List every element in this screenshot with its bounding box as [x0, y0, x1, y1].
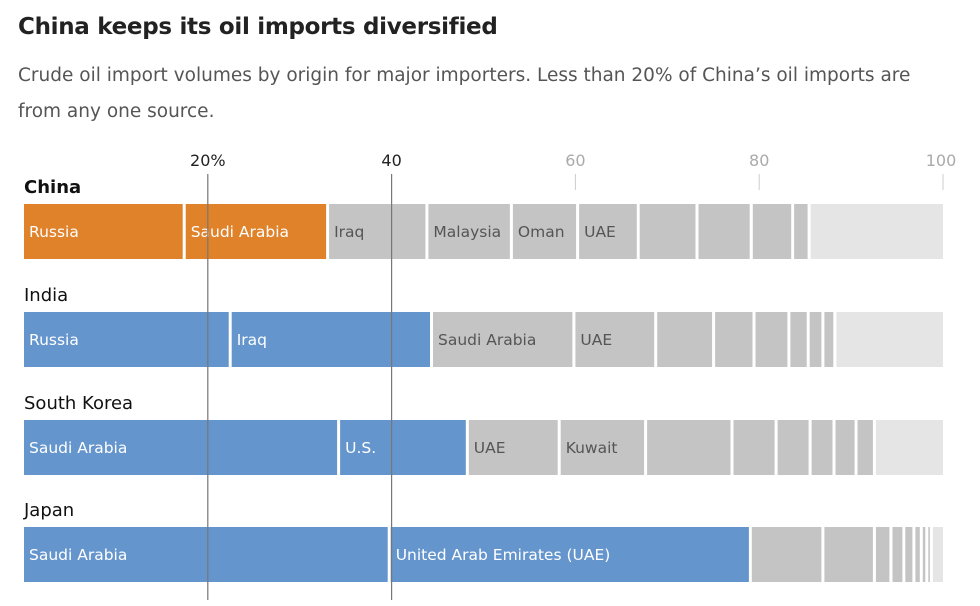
bar-segment-saudi-arabia: [185, 204, 327, 259]
segment-label: UAE: [584, 223, 616, 241]
country-label-layer: China India South Korea Japan: [23, 177, 133, 521]
bar-segment-kuwait: [560, 420, 645, 475]
tick-label-layer: 20% 40 60 80 100: [190, 151, 956, 170]
bar-row-china: Russia Saudi Arabia Iraq Malaysia Oman UAE: [24, 204, 943, 259]
bar-segment-oman: [512, 204, 577, 259]
bar-segment-saudi-arabia: [24, 527, 388, 582]
bar-segment-other: [657, 312, 713, 367]
bar-segment-u-s-: [340, 420, 466, 475]
segment-label: UAE: [474, 439, 506, 457]
bar-segment-saudi-arabia: [433, 312, 573, 367]
bar-segment-other: [922, 527, 926, 582]
bar-segment-saudi-arabia: [24, 420, 338, 475]
bar-segment-uae: [468, 420, 558, 475]
segment-label: Iraq: [237, 331, 267, 349]
bar-segment-rest: [836, 312, 943, 367]
tick-label: 20%: [190, 151, 226, 170]
bar-segment-other: [824, 312, 834, 367]
segment-label: Malaysia: [433, 223, 501, 241]
country-label: Japan: [23, 500, 74, 521]
segment-label: Iraq: [334, 223, 364, 241]
bar-segment-other: [639, 204, 696, 259]
tick-label: 40: [381, 151, 401, 170]
tick-label: 60: [565, 151, 585, 170]
bar-segment-other: [733, 420, 775, 475]
segment-label: Russia: [29, 331, 79, 349]
segment-label: Saudi Arabia: [29, 546, 127, 564]
segment-label: U.S.: [345, 439, 376, 457]
bar-segment-malaysia: [428, 204, 510, 259]
segment-label: Saudi Arabia: [438, 331, 536, 349]
bar-segment-other: [875, 527, 890, 582]
segment-label: Saudi Arabia: [191, 223, 289, 241]
bar-segment-rest: [875, 420, 943, 475]
bar-segment-uae: [579, 204, 637, 259]
bar-segment-other: [928, 527, 930, 582]
segment-label: UAE: [580, 331, 612, 349]
bar-segment-other: [777, 420, 809, 475]
bar-segment-other: [905, 527, 913, 582]
bar-segment-other: [892, 527, 903, 582]
country-label: South Korea: [24, 393, 133, 414]
bar-row-india: Russia Iraq Saudi Arabia UAE: [24, 312, 943, 367]
bar-segment-other: [752, 204, 792, 259]
segment-label: Kuwait: [566, 439, 618, 457]
bar-segment-rest: [932, 527, 943, 582]
gridline-layer: [207, 174, 944, 600]
tick-label: 80: [749, 151, 769, 170]
country-label: China: [24, 177, 81, 198]
bar-segment-iraq: [231, 312, 430, 367]
bar-segment-other: [647, 420, 731, 475]
segment-label: Russia: [29, 223, 79, 241]
bar-segment-other: [698, 204, 750, 259]
bar-segment-other: [915, 527, 920, 582]
chart-title: China keeps its oil imports diversified: [18, 14, 498, 40]
segment-label: Saudi Arabia: [29, 439, 127, 457]
bar-segment-russia: [24, 204, 183, 259]
country-label: India: [24, 285, 68, 306]
bar-segment-other: [811, 420, 833, 475]
bar-segment-other: [835, 420, 855, 475]
tick-label: 100: [926, 151, 957, 170]
bar-segment-other: [715, 312, 753, 367]
bar-segment-united-arab-emirates-uae-: [390, 527, 749, 582]
bar-segment-russia: [24, 312, 229, 367]
chart-subtitle: Crude oil import volumes by origin for m…: [18, 65, 911, 122]
bar-segment-uae: [575, 312, 655, 367]
bar-segment-other: [809, 312, 822, 367]
bar-row-south-korea: Saudi Arabia U.S. UAE Kuwait: [24, 420, 943, 475]
bar-segment-other: [857, 420, 873, 475]
bar-row-japan: Saudi Arabia United Arab Emirates (UAE): [24, 527, 943, 582]
bar-segment-other: [790, 312, 807, 367]
bar-segment-rest: [810, 204, 943, 259]
segment-label: United Arab Emirates (UAE): [396, 546, 611, 564]
bar-segment-other: [755, 312, 788, 367]
bar-layer: Russia Saudi Arabia Iraq Malaysia Oman UAERus…: [24, 204, 943, 582]
bar-segment-other: [824, 527, 873, 582]
bar-segment-other: [794, 204, 808, 259]
segment-label: Oman: [518, 223, 565, 241]
bar-segment-iraq: [329, 204, 426, 259]
bar-segment-other: [751, 527, 822, 582]
